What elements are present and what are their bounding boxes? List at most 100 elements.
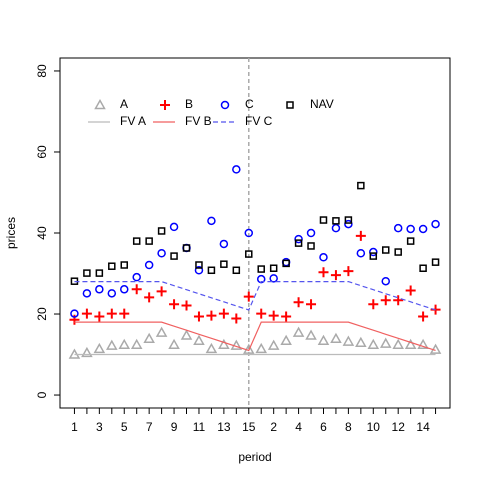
square-marker — [182, 244, 191, 252]
y-tick-label: 60 — [35, 145, 49, 159]
circle-marker — [269, 274, 278, 283]
square-marker — [381, 246, 390, 254]
square-marker — [232, 266, 241, 275]
circle-marker — [194, 266, 204, 275]
x-tick-label: 10 — [367, 420, 381, 434]
plus-marker — [243, 291, 254, 302]
square-marker — [282, 259, 290, 268]
plus-marker — [81, 308, 92, 319]
y-tick-label: 0 — [35, 391, 49, 398]
triangle-marker — [392, 338, 404, 350]
square-marker — [108, 262, 116, 270]
square-marker — [220, 260, 228, 268]
triangle-marker — [330, 332, 342, 343]
y-axis-label: prices — [4, 217, 18, 249]
circle-marker — [369, 247, 378, 257]
circle-marker — [331, 223, 341, 233]
square-marker — [344, 216, 353, 224]
square-marker — [369, 252, 378, 260]
plus-marker — [418, 311, 429, 322]
legend-label: FV C — [245, 114, 273, 128]
circle-marker — [169, 222, 179, 232]
plus-marker — [106, 308, 117, 319]
circle-marker — [319, 253, 328, 262]
plus-marker — [160, 100, 170, 110]
plus-marker — [119, 308, 130, 319]
circle-marker — [356, 249, 366, 258]
circle-marker — [207, 216, 216, 226]
plus-marker — [405, 285, 416, 296]
square-marker — [157, 227, 166, 235]
legend-label: FV B — [185, 114, 212, 128]
plus-marker — [293, 297, 304, 308]
x-tick-label: 15 — [242, 420, 256, 434]
plus-marker — [393, 295, 404, 306]
x-tick-label: 12 — [392, 420, 406, 434]
triangle-marker — [106, 339, 118, 350]
circle-marker — [232, 165, 241, 174]
square-marker — [332, 217, 340, 225]
plus-marker — [318, 267, 329, 278]
circle-marker — [220, 100, 230, 110]
triangle-marker — [367, 338, 380, 350]
triangle-marker — [81, 346, 93, 358]
circle-marker — [157, 249, 166, 258]
triangle-marker — [417, 338, 429, 350]
square-marker — [120, 261, 129, 269]
triangle-marker — [404, 338, 417, 350]
y-tick-label: 80 — [35, 64, 49, 78]
circle-marker — [95, 285, 104, 294]
plus-marker — [343, 266, 354, 277]
x-tick-label: 3 — [96, 420, 103, 434]
triangle-marker — [292, 326, 305, 337]
circle-marker — [393, 223, 403, 233]
x-tick-label: 4 — [295, 420, 302, 434]
circle-marker — [431, 219, 440, 229]
circle-marker — [82, 289, 92, 298]
plus-marker — [355, 230, 366, 241]
plus-marker — [231, 313, 242, 324]
plus-marker — [94, 311, 105, 322]
square-marker — [269, 264, 278, 272]
plus-marker — [218, 308, 229, 319]
x-tick-label: 14 — [416, 420, 430, 434]
triangle-marker — [155, 326, 168, 337]
plus-marker — [193, 311, 204, 322]
circle-marker — [294, 234, 303, 244]
square-marker — [170, 252, 178, 260]
y-tick-label: 20 — [35, 307, 49, 321]
plus-marker — [268, 310, 279, 321]
triangle-marker — [355, 336, 367, 348]
plus-marker — [380, 295, 391, 306]
square-marker — [357, 181, 365, 190]
square-marker — [195, 261, 203, 269]
plus-marker — [144, 292, 155, 303]
square-marker — [319, 216, 328, 224]
triangle-marker — [267, 339, 280, 350]
triangle-marker — [379, 337, 392, 348]
triangle-marker — [168, 338, 180, 350]
circle-marker — [381, 276, 390, 286]
x-tick-label: 1 — [71, 420, 78, 434]
legend-label: NAV — [310, 97, 334, 111]
square-marker — [207, 266, 216, 275]
plus-marker — [206, 310, 217, 321]
x-tick-label: 13 — [217, 420, 231, 434]
triangle-marker — [180, 329, 193, 340]
x-tick-label: 2 — [270, 420, 277, 434]
plus-marker — [181, 300, 192, 311]
legend-label: FV A — [120, 114, 146, 128]
square-marker — [394, 248, 402, 256]
circle-marker — [344, 219, 353, 229]
plus-marker — [306, 299, 317, 310]
plus-marker — [256, 308, 267, 319]
circle-marker — [120, 285, 129, 294]
triangle-marker — [255, 342, 268, 354]
triangle-marker — [193, 334, 205, 346]
circle-marker — [406, 224, 415, 234]
triangle-marker — [143, 332, 155, 343]
plus-marker — [156, 286, 167, 297]
circle-marker — [418, 224, 428, 234]
square-marker — [294, 239, 303, 247]
